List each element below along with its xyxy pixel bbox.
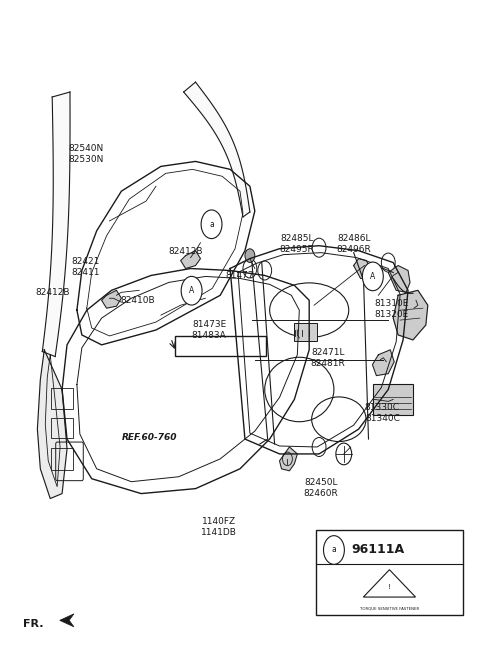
Text: 82412B: 82412B xyxy=(168,247,203,256)
Text: A: A xyxy=(189,286,194,295)
Text: a: a xyxy=(332,545,336,555)
Polygon shape xyxy=(184,82,250,217)
Text: a: a xyxy=(209,220,214,229)
Text: 81310E
81320E: 81310E 81320E xyxy=(374,299,409,319)
Text: 82450L
82460R: 82450L 82460R xyxy=(303,478,338,498)
Text: REF.60-760: REF.60-760 xyxy=(122,433,178,442)
Circle shape xyxy=(362,262,384,290)
Polygon shape xyxy=(42,92,70,357)
Polygon shape xyxy=(37,350,67,499)
Text: 96111A: 96111A xyxy=(351,543,405,556)
Polygon shape xyxy=(388,265,410,292)
Text: 81473E
81483A: 81473E 81483A xyxy=(192,320,227,340)
Text: 82486L
82496R: 82486L 82496R xyxy=(336,234,371,254)
Text: 82410B: 82410B xyxy=(120,296,156,305)
Polygon shape xyxy=(279,447,297,471)
Text: 82421
82411: 82421 82411 xyxy=(72,257,100,277)
Circle shape xyxy=(181,277,202,305)
Text: 82471L
82481R: 82471L 82481R xyxy=(311,348,345,368)
Text: !: ! xyxy=(388,583,391,590)
Polygon shape xyxy=(393,290,428,340)
Text: 1140FZ
1141DB: 1140FZ 1141DB xyxy=(201,517,237,537)
Text: FR.: FR. xyxy=(23,620,43,629)
Text: 81477: 81477 xyxy=(226,271,254,280)
Text: A: A xyxy=(370,272,375,281)
Text: 82485L
82495R: 82485L 82495R xyxy=(279,234,314,254)
Circle shape xyxy=(324,535,344,564)
Polygon shape xyxy=(180,251,201,269)
Polygon shape xyxy=(354,259,371,279)
Text: 82412B: 82412B xyxy=(36,288,70,297)
Text: 81330C
81340C: 81330C 81340C xyxy=(365,403,400,423)
Polygon shape xyxy=(372,350,394,376)
FancyBboxPatch shape xyxy=(294,323,317,340)
Circle shape xyxy=(245,249,255,262)
FancyBboxPatch shape xyxy=(373,384,413,415)
Polygon shape xyxy=(60,614,74,627)
Polygon shape xyxy=(102,290,121,308)
Text: 82540N
82530N: 82540N 82530N xyxy=(68,144,104,164)
Bar xyxy=(316,530,463,615)
Text: TORQUE SENSITIVE FASTENER: TORQUE SENSITIVE FASTENER xyxy=(360,606,419,610)
Circle shape xyxy=(201,210,222,238)
